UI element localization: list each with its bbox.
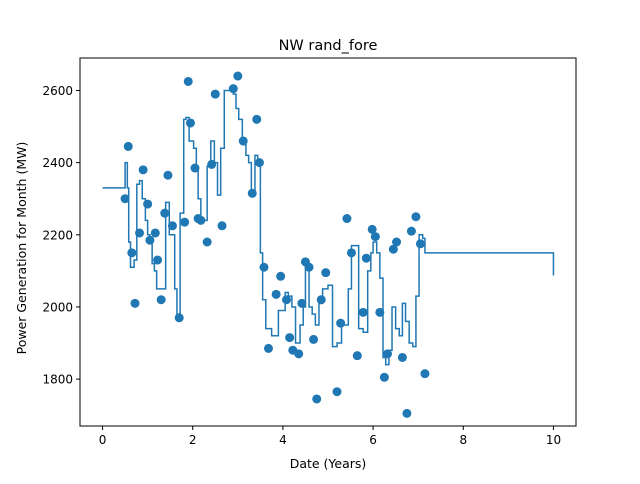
x-axis-ticks: 0 2 4 6 8 10 [99, 426, 561, 447]
y-tick-label: 2400 [42, 156, 73, 170]
chart-title: NW rand_fore [279, 38, 378, 54]
data-point [352, 351, 362, 361]
data-point [321, 268, 331, 278]
data-point [332, 387, 342, 397]
data-point [392, 237, 402, 247]
y-tick-label: 2600 [42, 84, 73, 98]
data-point [160, 208, 170, 218]
data-point [358, 307, 368, 317]
data-point [420, 369, 430, 379]
data-point [406, 226, 416, 236]
data-point [143, 199, 153, 209]
x-tick-label: 4 [279, 433, 287, 447]
data-point [217, 221, 227, 231]
data-point [271, 289, 281, 299]
data-point [375, 307, 385, 317]
data-point [361, 253, 371, 263]
data-point [233, 71, 243, 81]
data-point [127, 248, 137, 258]
data-point [252, 114, 262, 124]
data-point [156, 295, 166, 305]
data-point [276, 271, 286, 281]
data-point [388, 244, 398, 254]
data-point [120, 194, 130, 204]
data-point [397, 352, 407, 362]
data-point [238, 136, 248, 146]
data-point [304, 262, 314, 272]
data-point [145, 235, 155, 245]
data-point [207, 159, 217, 169]
data-point [150, 228, 160, 238]
x-tick-label: 0 [99, 433, 107, 447]
data-point [383, 349, 393, 359]
data-point [259, 262, 269, 272]
data-point [163, 170, 173, 180]
data-point [174, 313, 184, 323]
data-point [130, 298, 140, 308]
data-point [411, 212, 421, 222]
y-tick-label: 1800 [42, 373, 73, 387]
axes-frame [79, 57, 577, 427]
data-point [135, 228, 145, 238]
data-point [346, 248, 356, 258]
data-point [285, 333, 295, 343]
data-point [123, 141, 133, 151]
x-tick-label: 10 [546, 433, 561, 447]
data-point [309, 334, 319, 344]
x-tick-label: 2 [189, 433, 197, 447]
y-tick-label: 2000 [42, 300, 73, 314]
data-point [263, 343, 273, 353]
data-point [185, 118, 195, 128]
data-point [415, 239, 425, 249]
series-step-line [102, 89, 555, 366]
data-point [183, 76, 193, 86]
data-point [282, 295, 292, 305]
x-tick-label: 6 [369, 433, 377, 447]
data-point [402, 408, 412, 418]
data-point [190, 163, 200, 173]
y-axis-ticks: 1800 2000 2200 2400 2600 [42, 84, 80, 387]
data-point [367, 224, 377, 234]
data-point [202, 237, 212, 247]
data-point [370, 232, 380, 242]
data-point [294, 349, 304, 359]
data-point [342, 214, 352, 224]
data-point [312, 394, 322, 404]
data-point [180, 217, 190, 227]
data-point [196, 215, 206, 225]
plot-content [102, 71, 555, 418]
x-axis-label: Date (Years) [290, 456, 367, 471]
axes: 0 2 4 6 8 10 1800 2000 2200 2400 2600 [42, 57, 577, 447]
data-point [247, 188, 257, 198]
data-point [153, 255, 163, 265]
data-point [228, 84, 238, 94]
y-tick-label: 2200 [42, 228, 73, 242]
data-point [297, 298, 307, 308]
data-point [138, 165, 148, 175]
data-point [167, 221, 177, 231]
x-tick-label: 8 [459, 433, 467, 447]
data-point [254, 158, 264, 168]
data-point [316, 295, 326, 305]
data-point [336, 318, 346, 328]
data-point [210, 89, 220, 99]
y-axis-label: Power Generation for Month (MW) [14, 142, 29, 355]
data-point [379, 372, 389, 382]
